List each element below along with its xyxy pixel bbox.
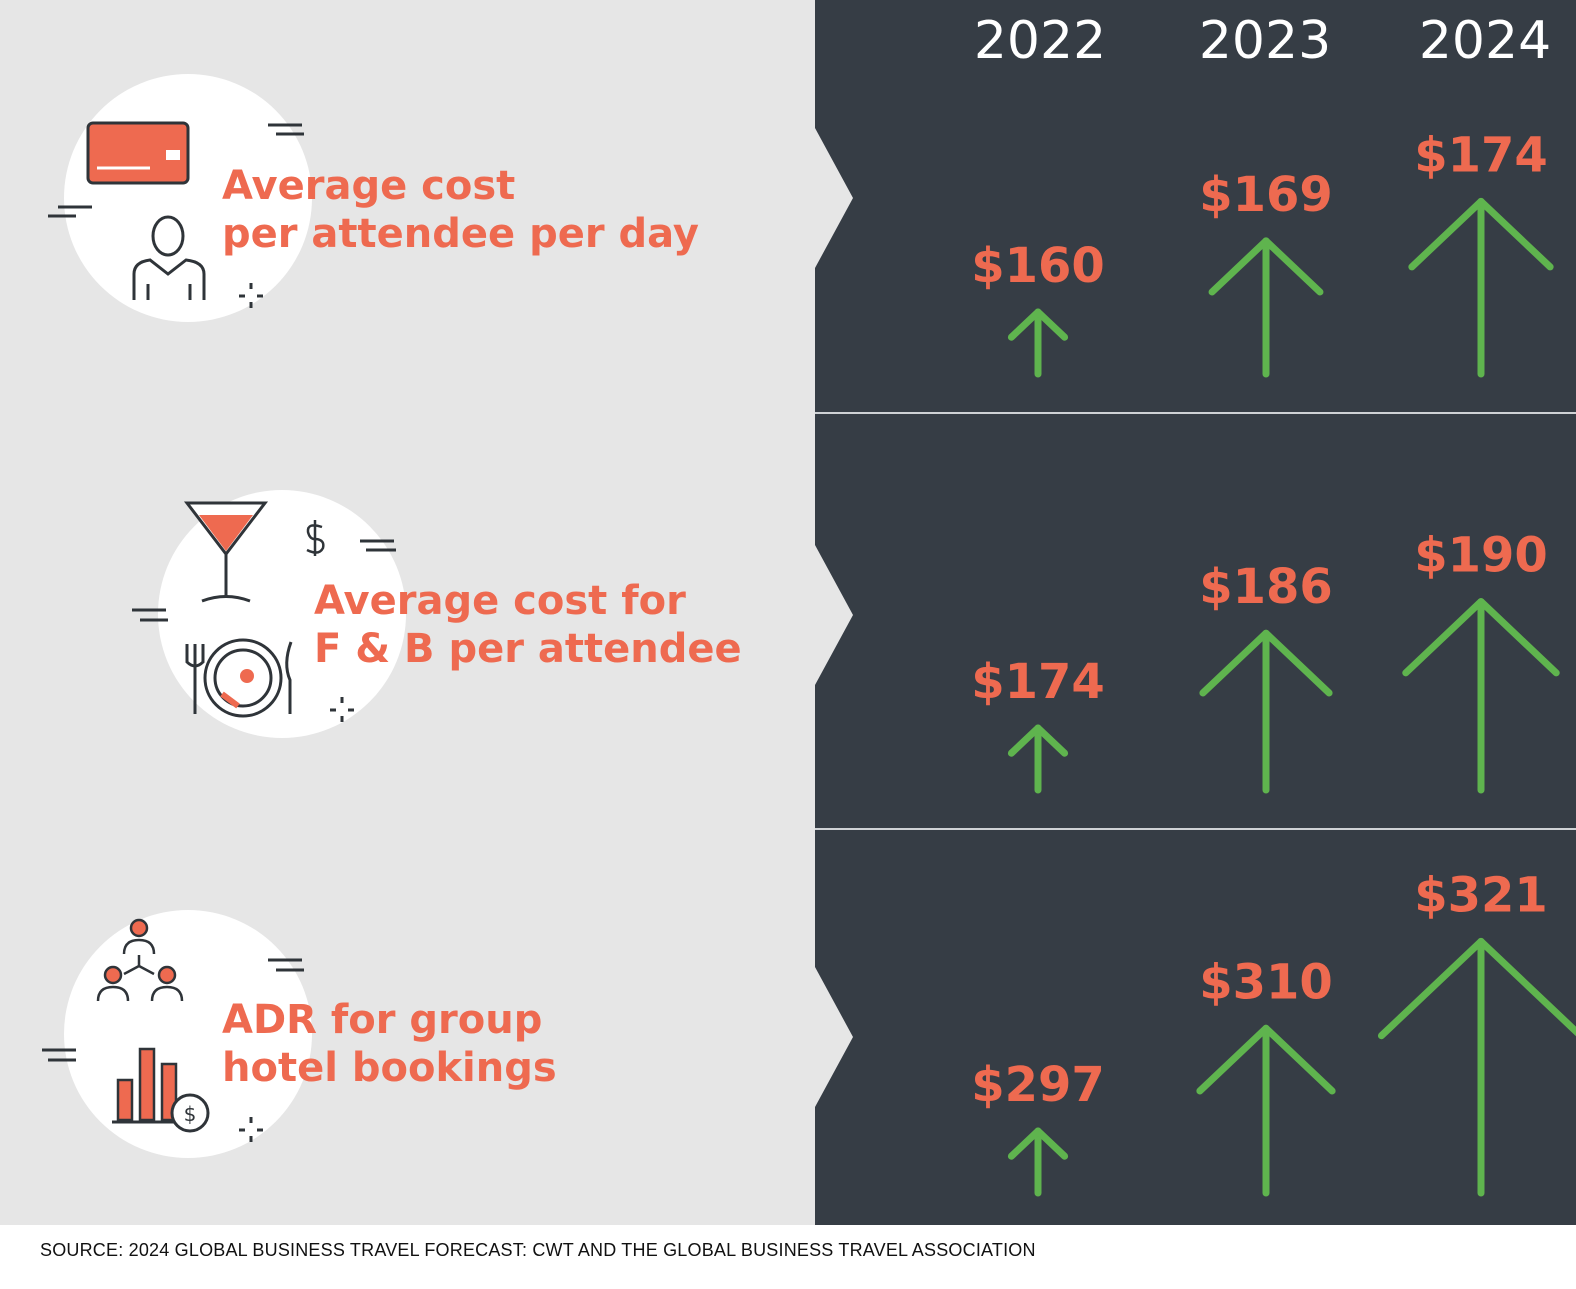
year-label-2023: 2023 [1199,11,1331,71]
growth-arrow [1402,598,1560,794]
growth-arrow [1196,1024,1336,1197]
growth-arrow-head [1408,197,1554,271]
metric-label-line: Average cost [222,163,516,209]
value-label: $160 [971,238,1105,294]
metric-label-fb-cost: Average cost for F & B per attendee [314,577,742,673]
growth-arrow [1208,237,1324,378]
food-beverage-icon [132,490,406,738]
dark-panel [815,0,1576,1225]
metric-label-line: per attendee per day [222,211,699,257]
growth-arrow-head [1402,598,1560,677]
value-label: $169 [1199,167,1333,223]
source-note: SOURCE: 2024 GLOBAL BUSINESS TRAVEL FORE… [40,1240,1036,1260]
metric-label-line: ADR for group [222,997,543,1043]
growth-arrow-head [1007,1127,1069,1160]
value-label: $321 [1414,867,1548,923]
growth-arrow-head [1196,1024,1336,1095]
value-label: $174 [971,654,1105,710]
group-hotel-booking-icon: $ [42,910,312,1158]
value-label: $174 [1414,127,1548,183]
chart-marks: $160 $169 $174 $174 $186 $190 $297 $310 $321 [971,127,1576,1197]
value-label: $186 [1199,559,1333,615]
svg-text:$: $ [184,1102,197,1126]
growth-arrow-head [1208,237,1324,296]
growth-arrow-head [1199,629,1333,697]
year-headers: 2022 2023 2024 [974,11,1551,71]
year-label-2022: 2022 [974,11,1106,71]
growth-arrow-head [1007,724,1069,757]
value-label: $190 [1414,528,1548,584]
growth-arrow-head [1377,937,1576,1040]
growth-arrow [1199,629,1333,794]
year-label-2024: 2024 [1419,11,1551,71]
growth-arrow [1007,1127,1069,1197]
growth-arrow-head [1007,308,1069,341]
metric-label-cost-per-attendee: Average cost per attendee per day [222,162,699,258]
value-label: $310 [1199,954,1333,1010]
infographic-canvas: 2022 2023 2024 [0,0,1576,1225]
credit-card-attendee-icon [48,74,312,322]
metric-label-line: Average cost for [314,578,686,624]
growth-arrow [1377,937,1576,1197]
metric-label-line: F & B per attendee [314,626,742,672]
value-label: $297 [971,1057,1105,1113]
metric-label-adr-group-hotel: ADR for group hotel bookings [222,996,557,1092]
growth-arrow [1007,308,1069,378]
metric-label-line: hotel bookings [222,1045,557,1091]
growth-arrow [1408,197,1554,378]
growth-arrow [1007,724,1069,794]
